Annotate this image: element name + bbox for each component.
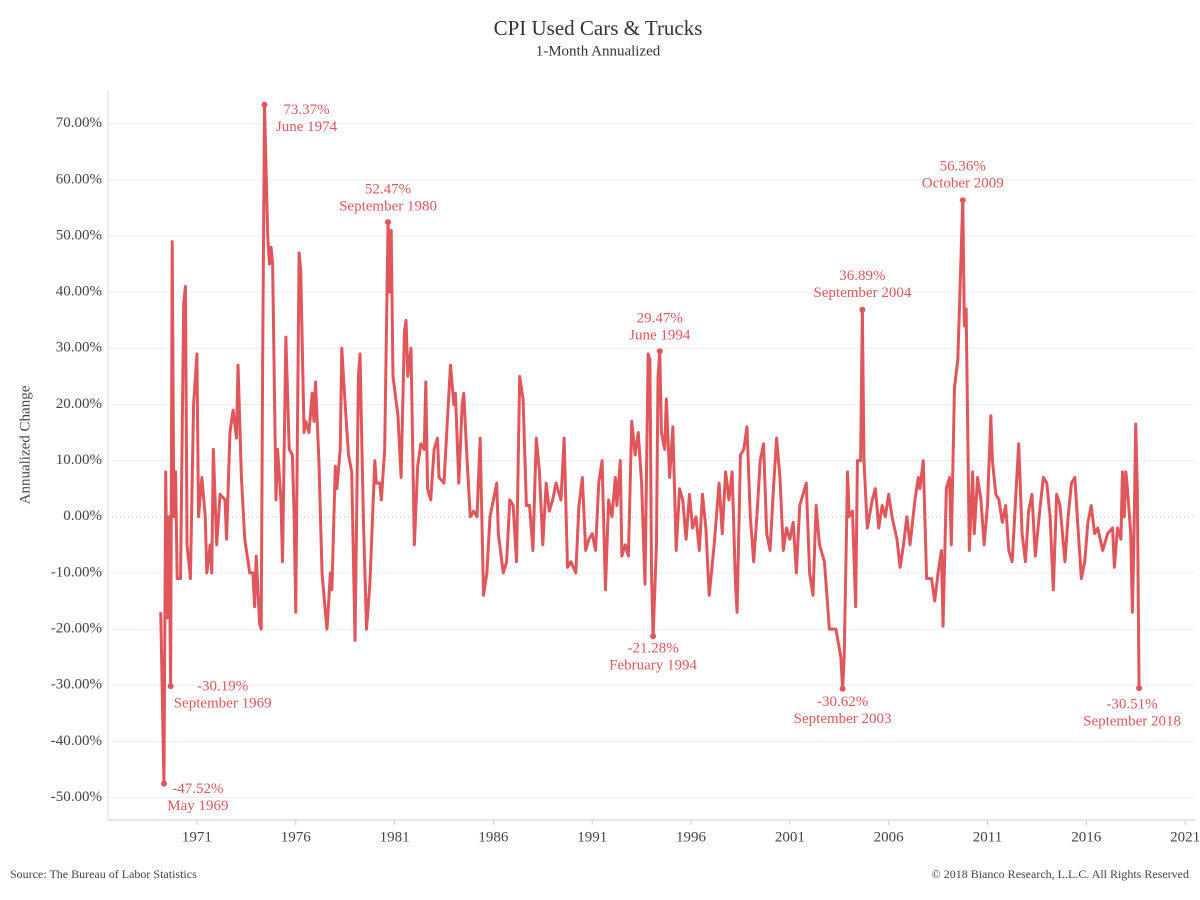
chart-title: CPI Used Cars & Trucks <box>494 16 703 40</box>
y-tick-label: 70.00% <box>56 115 102 131</box>
annotation-value: 29.47% <box>637 311 683 327</box>
annotation-value: -21.28% <box>627 641 678 657</box>
chart-subtitle: 1-Month Annualized <box>536 43 661 59</box>
y-tick-label: 30.00% <box>56 340 102 356</box>
annotation-value: -30.62% <box>817 694 868 710</box>
y-tick-label: 20.00% <box>56 396 102 412</box>
annotation-value: 52.47% <box>365 182 411 198</box>
x-tick-label: 1976 <box>281 829 312 845</box>
x-tick-label: 1986 <box>478 829 509 845</box>
annotation-date: September 1969 <box>174 696 272 712</box>
y-tick-label: 10.00% <box>56 452 102 468</box>
annotation-date: June 1994 <box>629 328 691 344</box>
x-tick-label: 1981 <box>380 829 410 845</box>
annotation-date: September 2003 <box>794 711 892 727</box>
data-line <box>159 103 1141 786</box>
annotation-value: -47.52% <box>172 781 223 797</box>
annotation-date: September 2004 <box>813 285 911 301</box>
copyright-note: © 2018 Bianco Research, L.L.C. All Right… <box>932 867 1189 881</box>
annotation-value: -30.19% <box>197 679 248 695</box>
x-tick-label: 1996 <box>676 829 707 845</box>
annotation-point <box>839 685 846 692</box>
y-tick-label: -10.00% <box>51 564 102 580</box>
annotation-value: -30.51% <box>1106 697 1157 713</box>
annotation-point <box>650 633 657 640</box>
x-tick-label: 1971 <box>182 829 212 845</box>
annotation-point <box>859 306 866 313</box>
y-tick-label: -50.00% <box>51 789 102 805</box>
x-tick-label: 2016 <box>1071 829 1102 845</box>
annotation-date: September 1980 <box>339 199 437 215</box>
annotation-point <box>385 219 392 226</box>
annotation-point <box>160 780 167 787</box>
annotation-date: June 1974 <box>276 119 338 135</box>
x-tick-label: 2006 <box>874 829 905 845</box>
y-tick-label: -40.00% <box>51 733 102 749</box>
x-tick-label: 2001 <box>775 829 805 845</box>
y-axis-label: Annualized Change <box>17 385 33 504</box>
annotation-point <box>656 348 663 355</box>
annotation-value: 73.37% <box>283 102 329 118</box>
x-tick-label: 2011 <box>973 829 1002 845</box>
y-tick-label: -30.00% <box>51 677 102 693</box>
source-note: Source: The Bureau of Labor Statistics <box>10 867 197 881</box>
annotation-value: 36.89% <box>839 268 885 284</box>
annotation-point <box>959 197 966 204</box>
annotation-date: February 1994 <box>609 658 697 674</box>
annotation-date: October 2009 <box>922 176 1004 192</box>
x-tick-label: 2021 <box>1170 829 1200 845</box>
y-tick-label: 50.00% <box>56 227 102 243</box>
y-tick-label: 0.00% <box>63 508 102 524</box>
annotation-date: September 2018 <box>1083 714 1181 730</box>
annotation-value: 56.36% <box>940 159 986 175</box>
annotation-point <box>1136 685 1143 692</box>
x-tick-label: 1991 <box>577 829 607 845</box>
annotation-point <box>167 683 174 690</box>
annotation-date: May 1969 <box>167 798 228 814</box>
annotation-point <box>261 101 268 108</box>
y-tick-label: 60.00% <box>56 171 102 187</box>
y-tick-label: -20.00% <box>51 621 102 637</box>
y-tick-label: 40.00% <box>56 284 102 300</box>
